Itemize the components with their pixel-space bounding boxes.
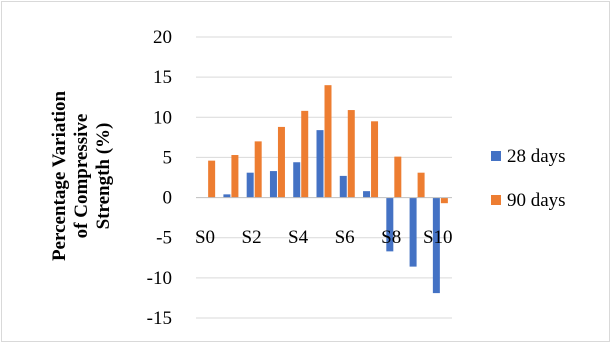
bar-90-days-S3 <box>277 126 285 198</box>
bar-90-days-S10 <box>440 197 448 204</box>
x-tick-labels: S0 S2 S4 S6 S8 S10 <box>195 227 453 248</box>
bar-28-days-S9 <box>409 197 417 267</box>
y-tick-label: -5 <box>156 228 172 249</box>
bar-90-days-S8 <box>394 156 402 198</box>
bar-28-days-S7 <box>363 191 371 198</box>
bar-28-days-S2 <box>246 172 254 198</box>
legend-label: 28 days <box>507 146 566 167</box>
y-tick-labels: -15 -10 -5 0 5 10 15 20 <box>147 27 172 329</box>
bars <box>208 85 448 294</box>
bar-90-days-S2 <box>254 141 262 198</box>
bar-90-days-S4 <box>301 110 309 198</box>
legend-swatch <box>491 195 501 205</box>
bar-28-days-S1 <box>223 194 231 198</box>
bar-90-days-S6 <box>347 110 355 198</box>
x-tick-label: S10 <box>423 227 453 248</box>
legend-swatch <box>491 151 501 161</box>
x-tick-label: S0 <box>195 227 215 248</box>
legend: 28 days 90 days <box>491 146 566 211</box>
y-tick-label: 0 <box>163 188 173 209</box>
gridlines <box>196 36 452 319</box>
y-tick-label: 5 <box>163 147 173 168</box>
x-tick-label: S8 <box>381 227 401 248</box>
legend-label: 90 days <box>507 190 566 211</box>
bar-90-days-S7 <box>371 121 379 198</box>
bar-90-days-S9 <box>417 172 425 198</box>
y-axis-label: Percentage Variation of Compressive Streng… <box>49 91 114 262</box>
y-tick-label: 15 <box>153 67 172 88</box>
bar-90-days-S5 <box>324 85 332 198</box>
x-tick-label: S4 <box>288 227 309 248</box>
bar-28-days-S3 <box>269 171 277 198</box>
x-tick-label: S2 <box>242 227 262 248</box>
y-tick-label: -15 <box>147 308 172 329</box>
bar-90-days-S0 <box>208 160 216 198</box>
bar-28-days-S10 <box>432 197 440 294</box>
y-axis-label-line: of Compressive <box>71 114 92 239</box>
y-axis-label-line: Percentage Variation <box>49 91 70 262</box>
y-tick-label: -10 <box>147 268 172 289</box>
bar-90-days-S1 <box>231 155 239 198</box>
y-tick-label: 20 <box>153 27 172 48</box>
x-tick-label: S6 <box>335 227 355 248</box>
y-tick-label: 10 <box>153 107 172 128</box>
bar-28-days-S5 <box>316 130 324 198</box>
y-axis-label-line: Strength (%) <box>93 123 114 230</box>
bar-28-days-S8 <box>386 197 394 252</box>
bar-28-days-S6 <box>339 175 347 198</box>
bar-28-days-S4 <box>293 162 301 198</box>
